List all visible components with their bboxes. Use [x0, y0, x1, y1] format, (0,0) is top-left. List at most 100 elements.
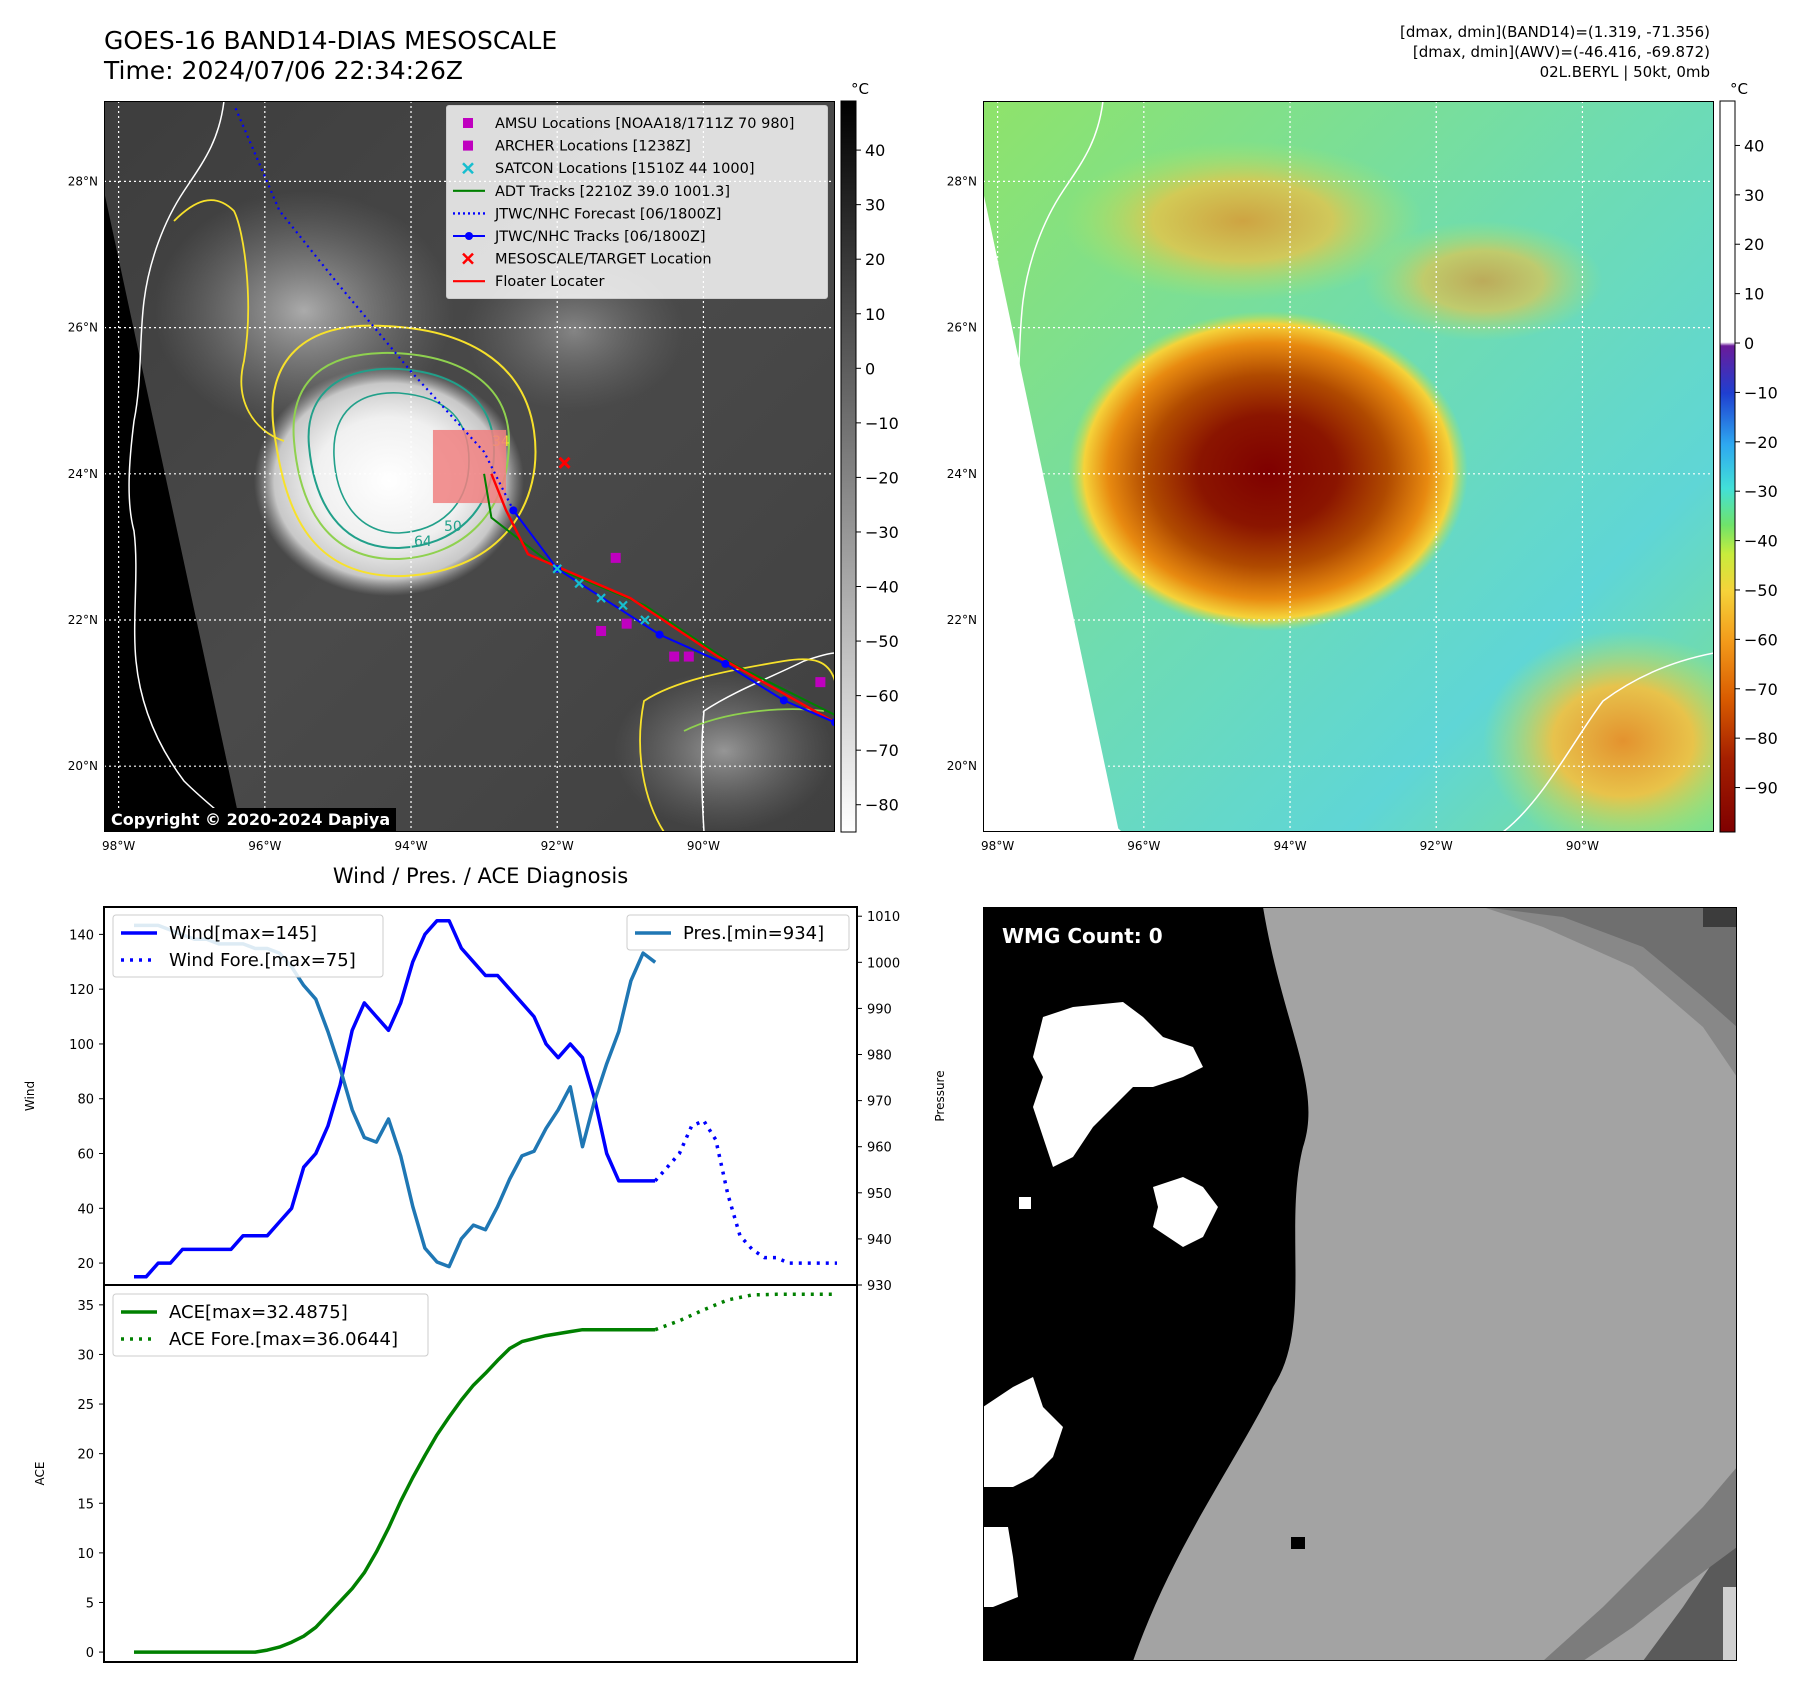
pressure-tick-label: 980 — [867, 1049, 892, 1064]
lat-tick-label: 28°N — [947, 174, 977, 188]
ir-legend-item: JTWC/NHC Tracks [06/1800Z] — [453, 229, 706, 245]
pressure-tick-label: 930 — [867, 1279, 892, 1294]
copyright-notice: Copyright © 2020-2024 Dapiya — [105, 808, 397, 831]
target-location-marker — [558, 456, 571, 469]
colorbar-tick-label: −20 — [1744, 433, 1778, 452]
legend-x-marker — [462, 162, 474, 175]
jtwc-track-line — [512, 509, 835, 724]
legend-dot-marker — [465, 232, 473, 240]
ace-tick-label: 35 — [77, 1299, 94, 1314]
ace-tick-label: 10 — [77, 1547, 94, 1562]
ir-colorbar: °C 40 30 20 10 0 −10 −20 −30 −40 −50 −60 −70 −80 — [840, 80, 899, 833]
colorbar-tick-label: −70 — [1744, 680, 1778, 699]
awv-colorbar: °C 40 30 20 10 0 −10 −20 −30 −40 −50 −60 −70 −80 −90 — [1719, 80, 1778, 833]
wind-tick-label: 60 — [77, 1148, 94, 1163]
colorbar-tick-label: 0 — [865, 359, 875, 378]
lat-tick-label: 20°N — [947, 759, 977, 773]
legend-x-marker — [462, 252, 474, 265]
wmg-panel — [983, 907, 1737, 1661]
amsu-point — [669, 651, 680, 662]
amsu-point — [596, 625, 607, 636]
wind-chart — [134, 918, 837, 1279]
satcon-point — [574, 578, 584, 589]
ace-chart — [134, 1292, 837, 1654]
amsu-point — [610, 552, 621, 563]
lon-tick-label: 98°W — [981, 839, 1014, 853]
colorbar-tick-label: −50 — [865, 632, 899, 651]
ir-legend-item: MESOSCALE/TARGET Location — [462, 252, 712, 268]
lon-tick-label: 90°W — [1566, 839, 1599, 853]
lat-tick-label: 26°N — [68, 321, 98, 335]
pressure-tick-label: 970 — [867, 1095, 892, 1110]
colorbar-tick-label: −90 — [1744, 779, 1778, 798]
lon-tick-label: 96°W — [1127, 839, 1160, 853]
awv-gridlines — [983, 101, 1714, 832]
lat-tick-label: 22°N — [68, 613, 98, 627]
pressure-axis-label: Pressure — [933, 1070, 947, 1121]
contour-label-50: 50 — [444, 519, 462, 535]
jtwc-track-point — [509, 506, 518, 515]
ir-legend-item: Floater Locater — [453, 274, 604, 290]
ace-tick-label: 25 — [77, 1398, 94, 1413]
adt-track-line — [483, 473, 835, 716]
colorbar-tick-label: 10 — [865, 305, 885, 324]
colorbar-tick-label: −50 — [1744, 581, 1778, 600]
wind-forecast-series-line — [653, 1118, 837, 1265]
ace-tick-label: 20 — [77, 1448, 94, 1463]
lon-tick-label: 92°W — [1420, 839, 1453, 853]
wmg-count-label: WMG Count: 0 — [1002, 924, 1163, 948]
pressure-tick-label: 960 — [867, 1141, 892, 1156]
stats-line2: [dmax, dmin](AWV)=(-46.416, -69.872) — [1412, 43, 1710, 61]
jtwc-track-point — [655, 630, 664, 639]
lon-tick-label: 96°W — [248, 839, 281, 853]
stats-line3: 02L.BERYL | 50kt, 0mb — [1539, 63, 1710, 81]
pressure-tick-label: 1010 — [867, 910, 900, 925]
figure-title-line1: GOES-16 BAND14-DIAS MESOSCALE — [104, 26, 558, 55]
colorbar-tick-label: −40 — [865, 578, 899, 597]
awv-satellite-map — [983, 101, 1714, 832]
lon-tick-label: 94°W — [1273, 839, 1306, 853]
ir-legend-label: JTWC/NHC Forecast [06/1800Z] — [494, 206, 721, 222]
colorbar-tick-label: 10 — [1744, 285, 1764, 304]
ir-colorbar-unit: °C — [851, 80, 869, 98]
lon-tick-label: 94°W — [394, 839, 427, 853]
colorbar-tick-label: −80 — [1744, 729, 1778, 748]
colorbar-tick-label: −40 — [1744, 532, 1778, 551]
wind-tick-label: 20 — [77, 1257, 94, 1272]
colorbar-tick-label: −60 — [1744, 630, 1778, 649]
ir-legend-item: SATCON Locations [1510Z 44 1000] — [462, 161, 754, 177]
colorbar-tick-label: −60 — [865, 687, 899, 706]
lon-tick-label: 92°W — [541, 839, 574, 853]
diagnosis-chart: 20 40 60 80 100 120 140 0 5 10 15 20 25 30 35 930 940 950… — [23, 906, 947, 1663]
lat-tick-label: 24°N — [947, 467, 977, 481]
ir-legend-item: AMSU Locations [NOAA18/1711Z 70 980] — [463, 116, 794, 132]
colorbar-tick-label: 40 — [865, 141, 885, 160]
wind-tick-label: 140 — [69, 928, 94, 943]
jtwc-track-point — [721, 659, 730, 668]
amsu-point — [815, 677, 826, 688]
diagnosis-legend-label: Pres.[min=934] — [683, 923, 824, 944]
ir-legend-label: MESOSCALE/TARGET Location — [495, 252, 712, 268]
colorbar-tick-label: −30 — [865, 523, 899, 542]
colorbar-tick-label: 40 — [1744, 136, 1764, 155]
ir-legend-label: ARCHER Locations [1238Z] — [495, 139, 691, 155]
ir-legend-label: ADT Tracks [2210Z 39.0 1001.3] — [495, 184, 730, 200]
ir-legend-label: SATCON Locations [1510Z 44 1000] — [495, 161, 754, 177]
lat-tick-label: 26°N — [947, 321, 977, 335]
lon-tick-label: 98°W — [102, 839, 135, 853]
floater-box — [432, 429, 507, 504]
amsu-point — [621, 618, 632, 629]
colorbar-tick-label: −20 — [865, 468, 899, 487]
pressure-tick-label: 940 — [867, 1233, 892, 1248]
colorbar-tick-label: 0 — [1744, 334, 1754, 353]
pressure-tick-label: 950 — [867, 1187, 892, 1202]
diagnosis-legend — [112, 914, 384, 978]
wind-tick-label: 100 — [69, 1038, 94, 1053]
legend-square-marker — [463, 140, 473, 151]
lat-tick-label: 20°N — [68, 759, 98, 773]
colorbar-tick-label: 30 — [1744, 186, 1764, 205]
colorbar-tick-label: −70 — [865, 741, 899, 760]
colorbar-tick-label: −10 — [1744, 383, 1778, 402]
floater-track-line — [490, 473, 835, 724]
